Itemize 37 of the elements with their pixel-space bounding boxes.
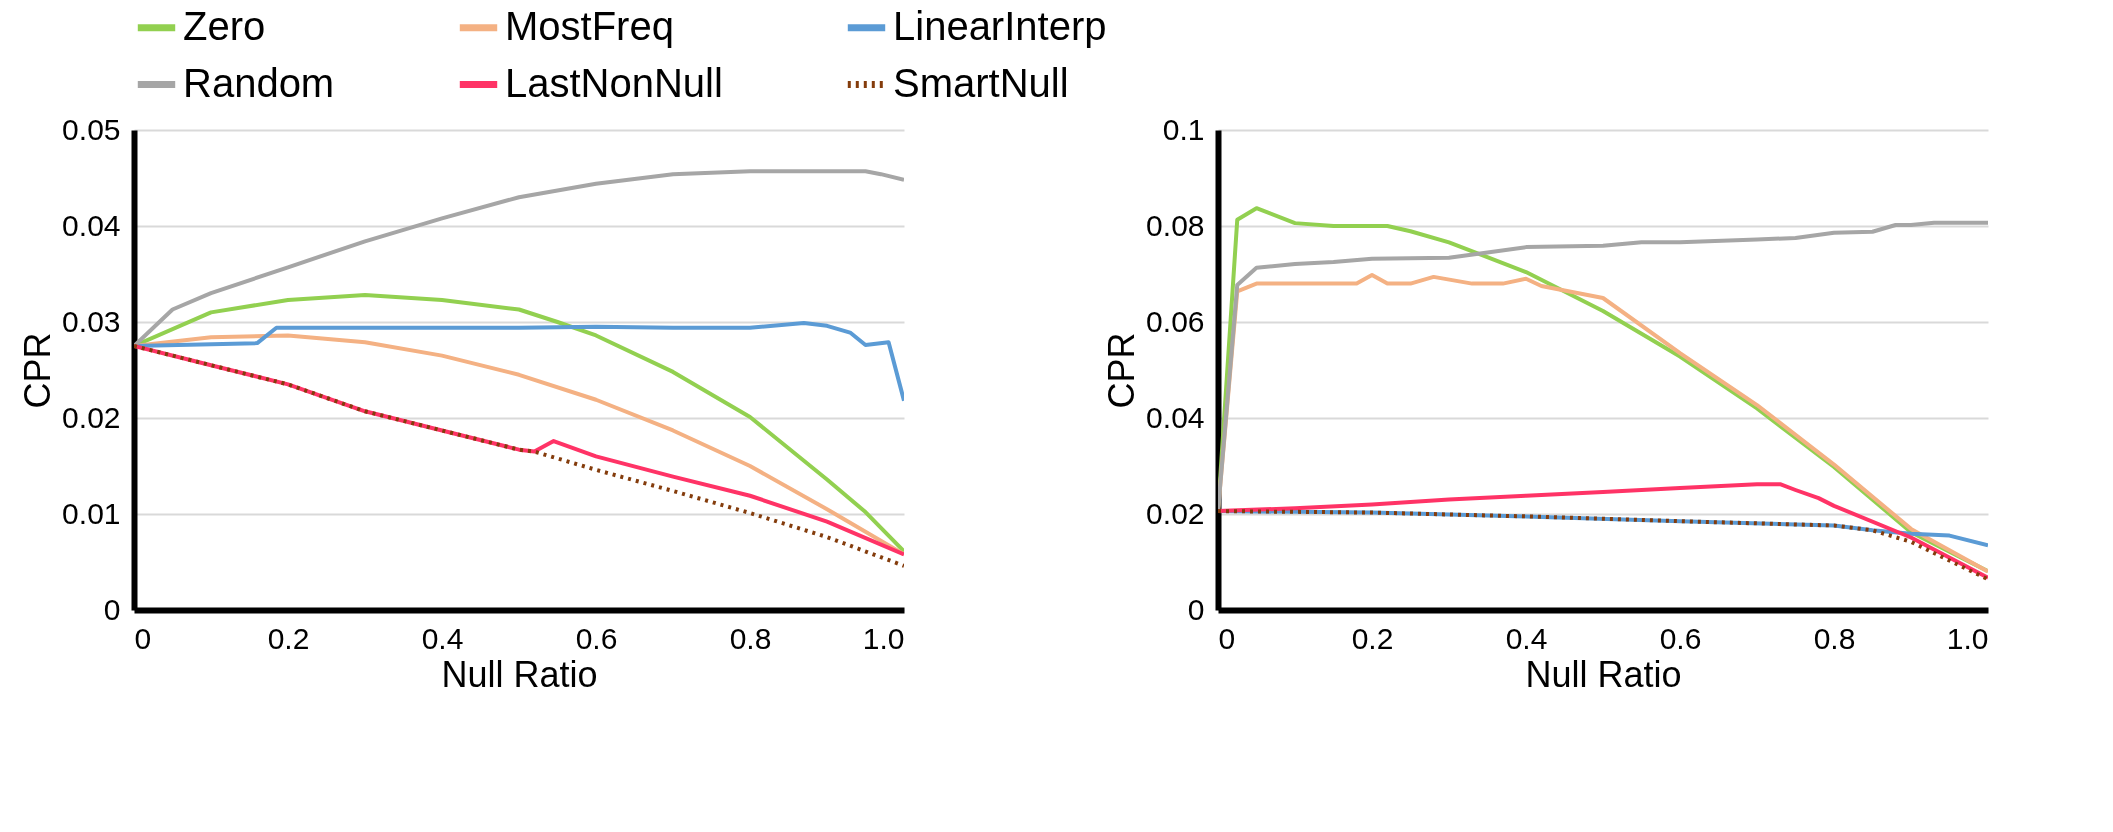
y-tick-label: 0: [103, 592, 121, 626]
x-tick-label: 0.8: [1813, 621, 1856, 655]
y-tick-label: 0.02: [62, 400, 121, 434]
y-tick-label: 0.04: [62, 208, 121, 242]
x-tick-label: 0.4: [421, 621, 464, 655]
legend-label: MostFreq: [505, 3, 674, 48]
y-tick-label: 0.03: [62, 304, 121, 338]
y-tick-label: 0: [1187, 592, 1205, 626]
x-tick-label: 0: [134, 621, 152, 655]
x-tick-label: 0.6: [575, 621, 618, 655]
y-axis-title: CPR: [17, 332, 59, 409]
legend-label: Random: [183, 60, 335, 105]
line-series: [1218, 509, 1988, 582]
legend-label: LinearInterp: [893, 3, 1107, 48]
x-tick-label: 0.2: [267, 621, 310, 655]
legend-label: Zero: [183, 3, 266, 48]
x-axis-title: Null Ratio: [1525, 653, 1682, 695]
x-tick-label: 0.6: [1659, 621, 1702, 655]
x-tick-label: 1.0: [1946, 621, 1989, 655]
x-tick-label: 0.8: [729, 621, 772, 655]
y-tick-label: 0.04: [1146, 400, 1205, 434]
line-series: [1218, 482, 1988, 580]
y-tick-label: 0.01: [62, 496, 121, 530]
legend-label: LastNonNull: [505, 60, 723, 105]
y-tick-label: 0.1: [1162, 112, 1205, 146]
y-tick-label: 0.08: [1146, 208, 1205, 242]
y-axis-title: CPR: [1101, 332, 1143, 409]
legend-label: SmartNull: [893, 60, 1069, 105]
y-tick-label: 0.06: [1146, 304, 1205, 338]
y-tick-label: 0.02: [1146, 496, 1205, 530]
x-tick-label: 1.0: [862, 621, 905, 655]
x-tick-label: 0.2: [1351, 621, 1394, 655]
y-tick-label: 0.05: [62, 112, 121, 146]
x-tick-label: 0.4: [1505, 621, 1548, 655]
line-series: [134, 169, 904, 348]
x-axis-title: Null Ratio: [441, 653, 598, 695]
x-tick-label: 0: [1218, 621, 1236, 655]
